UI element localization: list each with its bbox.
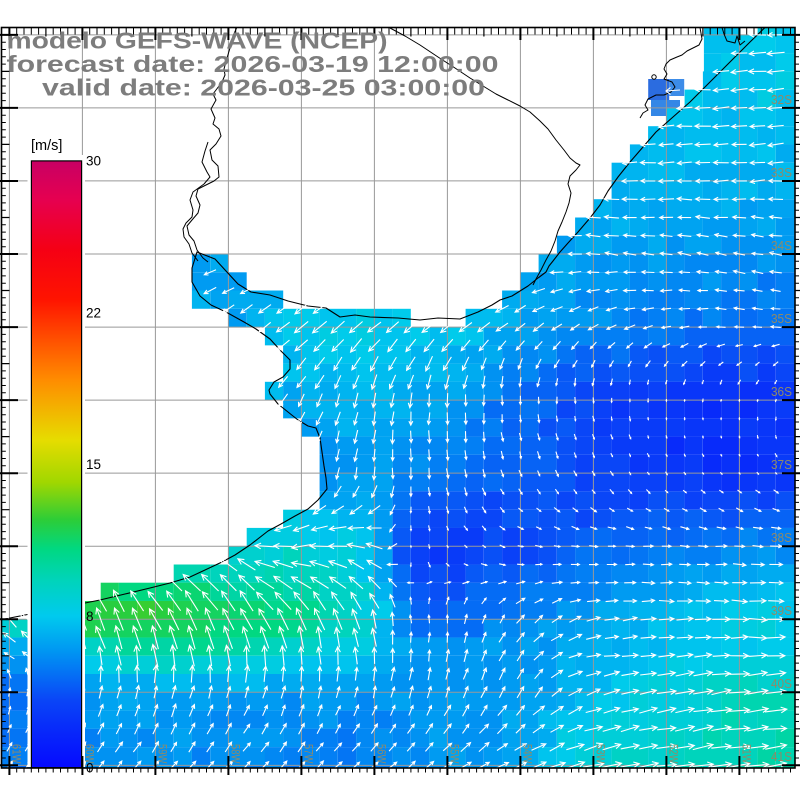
svg-text:32S: 32S xyxy=(771,92,792,107)
svg-text:56W: 56W xyxy=(375,744,389,764)
svg-text:55W: 55W xyxy=(448,744,462,764)
svg-text:30: 30 xyxy=(86,154,101,169)
svg-text:22: 22 xyxy=(86,305,101,320)
svg-text:59W: 59W xyxy=(156,744,170,764)
svg-text:40S: 40S xyxy=(771,676,792,691)
svg-text:38S: 38S xyxy=(771,530,792,545)
svg-text:54W: 54W xyxy=(521,744,535,764)
svg-text:35S: 35S xyxy=(771,311,792,326)
svg-text:60W: 60W xyxy=(83,744,97,764)
svg-text:51W: 51W xyxy=(740,744,754,764)
svg-text:forecast date: 2026-03-19 12:0: forecast date: 2026-03-19 12:00:00 xyxy=(7,51,499,77)
svg-text:36S: 36S xyxy=(771,384,792,399)
svg-text:34S: 34S xyxy=(771,238,792,253)
svg-text:39S: 39S xyxy=(771,603,792,618)
svg-text:valid date: 2026-03-25 03:00:0: valid date: 2026-03-25 03:00:00 xyxy=(42,74,485,100)
svg-text:[m/s]: [m/s] xyxy=(31,138,62,154)
svg-text:15: 15 xyxy=(86,457,101,472)
svg-text:8: 8 xyxy=(86,609,94,624)
svg-text:33S: 33S xyxy=(771,165,792,180)
svg-text:52W: 52W xyxy=(667,744,681,764)
svg-text:modelo GEFS-WAVE (NCEP): modelo GEFS-WAVE (NCEP) xyxy=(7,28,388,54)
svg-text:57W: 57W xyxy=(302,744,316,764)
svg-text:58W: 58W xyxy=(229,744,243,764)
svg-text:61W: 61W xyxy=(10,744,24,764)
svg-text:41S: 41S xyxy=(771,749,792,764)
svg-text:37S: 37S xyxy=(771,457,792,472)
svg-text:53W: 53W xyxy=(594,744,608,764)
